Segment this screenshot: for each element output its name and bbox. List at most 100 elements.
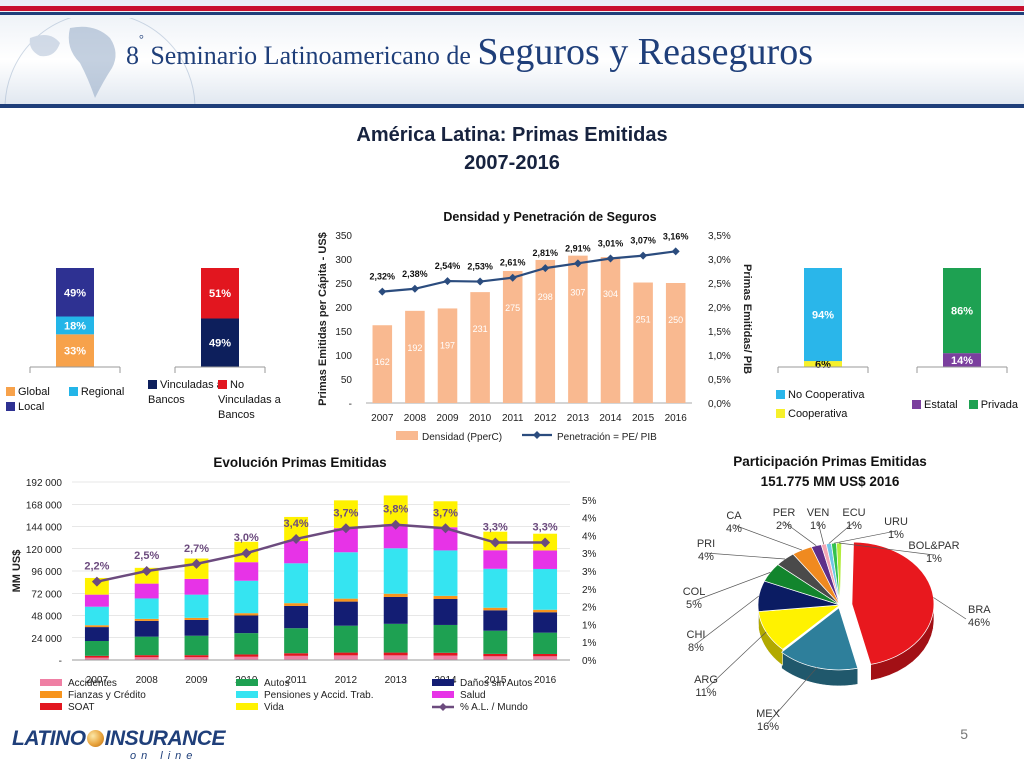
evo-seg [134,583,159,599]
legend-cooperativa: No Cooperativa Cooperativa [776,388,896,420]
dens-legend-label: Densidad (PperC) [422,432,502,443]
evo-ytick: 24 000 [31,634,62,645]
dens-y2tick: 2,0% [708,303,731,314]
dens-ytick: 300 [335,255,352,266]
chart-title-evolucion: Evolución Primas Emitidas [213,455,387,470]
pen-label: 2,53% [467,262,493,272]
evo-y2tick: 1% [582,620,597,631]
evo-xtick: 2011 [285,675,307,686]
evo-line-label: 3,3% [533,522,558,534]
pie-name-ca: CA [726,510,742,522]
evo-y2tick: 0% [582,656,597,667]
dens-y2tick: 1,0% [708,351,731,362]
evo-seg [383,495,408,525]
dens-bar-label: 251 [636,315,651,325]
evo-seg [383,652,408,656]
evo-seg [84,657,109,660]
evo-seg [284,516,309,542]
page-title: América Latina: Primas Emitidas [356,124,668,146]
pie-name-ven: VEN [807,507,830,519]
evo-seg [483,550,508,569]
legend-origen: Global Regional Local [6,385,156,415]
evo-seg [234,633,259,655]
evo-legend-swatch [432,691,454,698]
evo-xtick: 2008 [136,675,159,686]
pie-value-chi: 8% [688,642,704,654]
pie-name-col: COL [683,586,706,598]
evo-y2tick: 2% [582,603,597,614]
evo-ytick: 192 000 [26,478,63,489]
pie-name-ecu: ECU [842,507,865,519]
pie-leader-bra [933,597,967,620]
pie-leader-mex [767,667,818,724]
chart-title-participacion: Participación Primas Emitidas [733,454,927,469]
evo-legend-swatch [236,679,258,686]
pen-line [382,250,676,293]
seminar-subtitle: Seminario Latinoamericano de [150,41,471,70]
dens-bar-label: 298 [538,292,553,302]
evo-line-label: 3,7% [333,507,358,519]
evo-line-label: 3,0% [234,532,259,544]
evo-point [490,537,501,548]
evo-seg [184,635,209,656]
dens-y2tick: 3,5% [708,231,731,242]
evo-seg [483,653,508,657]
pen-point [508,273,517,282]
evo-point [91,576,102,587]
pie-leader-bol&par [839,542,935,556]
dens-bar [600,257,621,403]
evo-seg [84,594,109,607]
dens-bar [633,282,653,403]
evo-xtick: 2013 [385,675,408,686]
evo-seg [383,655,408,660]
pie-value-mex: 16% [757,721,779,733]
legend-item-no-cooperativa: No Cooperativa [776,389,864,401]
pie-slice-mex [781,607,859,671]
evo-seg [184,594,209,618]
pen-point [410,284,419,293]
evo-seg [333,652,358,656]
dens-bar [405,310,425,403]
evo-seg [184,578,209,595]
evo-seg [134,657,159,660]
evo-point [440,523,451,534]
seminar-title: 8° Seminario Latinoamericano de Seguros … [126,30,813,74]
evo-point [241,548,252,559]
pie-leader-col [693,572,771,602]
evo-seg [184,619,209,636]
evo-ylabel: MM US$ [11,550,23,593]
evo-seg [234,613,259,616]
evo-y2tick: 4% [582,531,597,542]
origen-bar-label-global: 33% [64,346,86,358]
evo-legend-label: Vida [264,702,284,713]
evo-legend-swatch [236,691,258,698]
pie-value-bol&par: 1% [926,553,942,565]
dens-bar [502,271,523,403]
dens-y2tick: 3,0% [708,255,731,266]
evo-seg [533,609,558,613]
legend-item-estatal: Estatal [912,399,958,411]
pen-point [541,264,550,273]
pen-label: 2,81% [533,248,559,258]
dens-bar-label: 192 [407,343,422,353]
pen-point [476,277,485,286]
pen-label: 2,32% [370,272,396,282]
evo-xtick: 2007 [86,675,109,686]
legend-vinculadas: Vinculadas a Bancos [148,379,223,406]
pie-value-ven: 1% [810,520,826,532]
evo-seg [84,627,109,641]
evo-point [291,533,302,544]
evo-seg [383,623,408,653]
estatal-bar-seg-estatal [943,353,981,367]
evo-seg [433,527,458,551]
evo-point [340,523,351,534]
pie-value-ca: 4% [726,523,742,535]
evo-point [540,537,551,548]
evo-y2tick: 4% [582,514,597,525]
evo-line-label: 3,7% [433,507,458,519]
origen-bar-seg-regional [56,316,94,335]
evo-xtick: 2016 [534,675,557,686]
dens-xtick: 2013 [567,413,590,424]
pie-name-per: PER [773,507,796,519]
pen-point [573,259,582,268]
